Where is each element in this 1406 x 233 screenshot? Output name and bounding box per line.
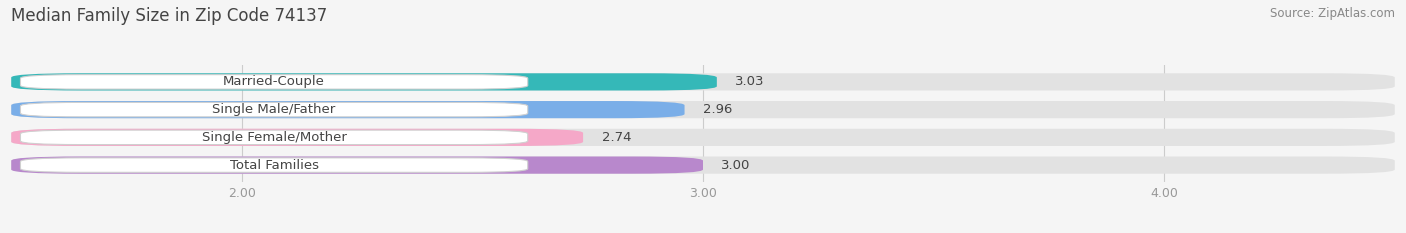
- Text: Source: ZipAtlas.com: Source: ZipAtlas.com: [1270, 7, 1395, 20]
- FancyBboxPatch shape: [21, 103, 527, 117]
- Text: Married-Couple: Married-Couple: [224, 75, 325, 88]
- Text: 2.74: 2.74: [602, 131, 631, 144]
- FancyBboxPatch shape: [11, 73, 1395, 90]
- Text: 3.03: 3.03: [735, 75, 765, 88]
- FancyBboxPatch shape: [21, 75, 527, 89]
- Text: 2.96: 2.96: [703, 103, 733, 116]
- FancyBboxPatch shape: [11, 157, 1395, 174]
- Text: Median Family Size in Zip Code 74137: Median Family Size in Zip Code 74137: [11, 7, 328, 25]
- Text: Single Female/Mother: Single Female/Mother: [201, 131, 346, 144]
- FancyBboxPatch shape: [11, 129, 1395, 146]
- Text: 3.00: 3.00: [721, 159, 751, 171]
- FancyBboxPatch shape: [11, 129, 583, 146]
- FancyBboxPatch shape: [11, 101, 685, 118]
- FancyBboxPatch shape: [11, 101, 1395, 118]
- FancyBboxPatch shape: [11, 73, 717, 90]
- FancyBboxPatch shape: [21, 130, 527, 144]
- FancyBboxPatch shape: [21, 158, 527, 172]
- FancyBboxPatch shape: [11, 157, 703, 174]
- Text: Total Families: Total Families: [229, 159, 319, 171]
- Text: Single Male/Father: Single Male/Father: [212, 103, 336, 116]
